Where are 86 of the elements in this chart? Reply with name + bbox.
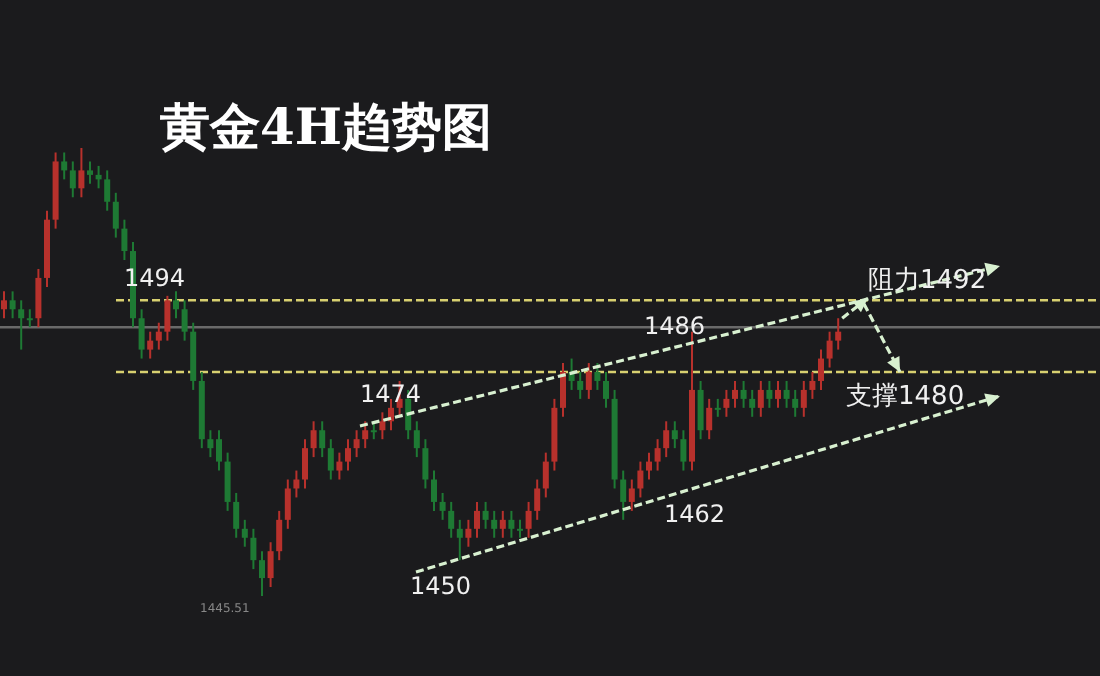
candlestick: [69, 160, 76, 199]
candlestick: [585, 362, 592, 400]
candlestick: [542, 451, 549, 499]
candlestick: [560, 362, 566, 418]
candlestick: [241, 518, 248, 548]
ref-line-label: 阻力1492: [868, 266, 987, 296]
candlestick: [155, 321, 162, 351]
candlestick: [757, 379, 764, 418]
candlestick: [732, 379, 738, 409]
annotation: 1462: [664, 500, 726, 528]
candlestick: [783, 379, 790, 409]
candlestick: [465, 518, 472, 548]
candlestick: [525, 500, 532, 539]
candlestick: [9, 290, 16, 320]
candlestick: [508, 509, 515, 539]
candlestick: [327, 438, 334, 481]
candlestick: [147, 330, 154, 360]
candlestick: [233, 491, 240, 539]
candlestick: [448, 500, 455, 539]
candlestick: [775, 379, 781, 409]
candlestick: [61, 151, 68, 181]
candlestick: [749, 388, 756, 418]
candlestick: [78, 147, 85, 199]
candlestick: [646, 451, 652, 481]
candlestick: [138, 308, 145, 360]
candlestick: [379, 411, 386, 441]
candlestick: [818, 348, 824, 391]
candlestick: [534, 478, 541, 521]
candlestick: [800, 379, 807, 418]
candlestick: [637, 460, 644, 499]
candlestick: [319, 420, 326, 459]
ref-line-label: 支撑1480: [846, 382, 965, 412]
candlestick: [104, 169, 111, 212]
candlestick: [456, 518, 463, 562]
candlestick: [87, 160, 93, 185]
candlestick: [809, 371, 816, 400]
candlestick: [250, 527, 257, 571]
candlestick: [706, 397, 713, 441]
candlestick: [474, 500, 480, 539]
annotation: 1486: [644, 312, 706, 340]
candlestick: [620, 469, 627, 521]
candlestick: [362, 420, 369, 450]
candlestick: [792, 388, 799, 418]
candlestick: [680, 429, 687, 472]
candlestick: [603, 371, 609, 409]
candlestick: [491, 509, 498, 539]
candlestick: [826, 330, 833, 369]
candlestick: [594, 362, 601, 391]
candlestick: [35, 267, 42, 329]
candlestick: [336, 451, 343, 481]
candlestick: [18, 299, 25, 351]
candlestick: [112, 191, 119, 239]
candlestick: [302, 438, 308, 490]
candlestick: [276, 509, 283, 562]
candlestick: [353, 429, 360, 459]
candlestick: [482, 500, 489, 530]
candlestick: [740, 379, 747, 409]
candlestick: [181, 299, 188, 342]
candlestick: [164, 294, 171, 342]
chart-title: 黄金4H趋势图: [158, 98, 493, 156]
annotation: 1494: [124, 264, 186, 292]
candlestick: [431, 469, 437, 512]
candlestick: [259, 550, 265, 597]
candlestick: [499, 509, 506, 539]
candlestick: [267, 541, 274, 589]
candlestick: [577, 371, 584, 400]
candlestick: [121, 218, 128, 261]
candlestick: [628, 478, 635, 512]
candlestick: [345, 438, 351, 472]
candlestick: [439, 491, 446, 521]
candlestick: [671, 420, 678, 450]
candlestick: [697, 379, 704, 441]
candlestick: [723, 388, 730, 418]
candlestick: [663, 420, 670, 459]
candlestick: [835, 317, 842, 351]
candlestick: [284, 478, 291, 530]
candlestick: [310, 420, 317, 459]
candlestick: [207, 429, 214, 459]
candlestick: [422, 438, 429, 490]
candlestick: [1, 290, 7, 320]
candlestick: [173, 290, 179, 320]
candlestick: [654, 438, 661, 472]
annotation: 1450: [410, 572, 472, 600]
candlestick: [413, 420, 420, 459]
candlestick: [224, 451, 231, 512]
candlestick: [766, 379, 773, 409]
